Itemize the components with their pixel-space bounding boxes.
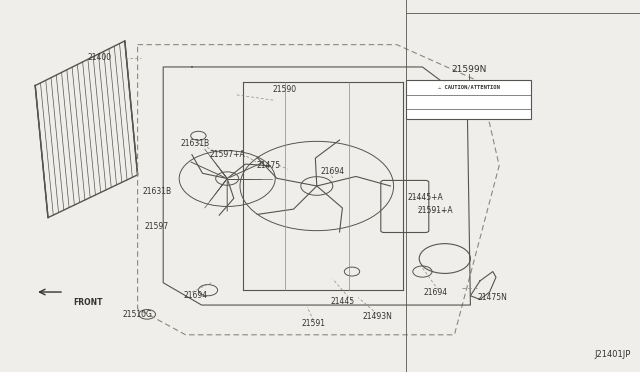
- Circle shape: [216, 172, 239, 185]
- Text: 21475: 21475: [257, 161, 281, 170]
- Text: 21445: 21445: [330, 297, 355, 306]
- Text: 21591+A: 21591+A: [417, 206, 453, 215]
- Bar: [406, 80, 531, 119]
- Text: 21631B: 21631B: [142, 187, 172, 196]
- Text: 21694: 21694: [423, 288, 447, 296]
- Text: 21694: 21694: [321, 167, 345, 176]
- Text: 21590: 21590: [273, 85, 297, 94]
- Text: 21591: 21591: [301, 319, 326, 328]
- Text: 21631B: 21631B: [180, 139, 210, 148]
- Text: 21599N: 21599N: [451, 65, 487, 74]
- Text: ⚠ CAUTION/ATTENTION: ⚠ CAUTION/ATTENTION: [438, 84, 500, 90]
- Text: 21493N: 21493N: [363, 312, 392, 321]
- Text: 21597+A: 21597+A: [209, 150, 245, 159]
- Text: 21597: 21597: [145, 222, 169, 231]
- Text: 21445+A: 21445+A: [408, 193, 444, 202]
- Text: 21400: 21400: [87, 53, 111, 62]
- Text: 21475N: 21475N: [478, 293, 508, 302]
- Circle shape: [301, 177, 333, 195]
- Text: FRONT: FRONT: [74, 298, 103, 307]
- Text: 21510G: 21510G: [123, 310, 152, 319]
- Text: J21401JP: J21401JP: [594, 350, 630, 359]
- Text: 21694: 21694: [183, 291, 207, 300]
